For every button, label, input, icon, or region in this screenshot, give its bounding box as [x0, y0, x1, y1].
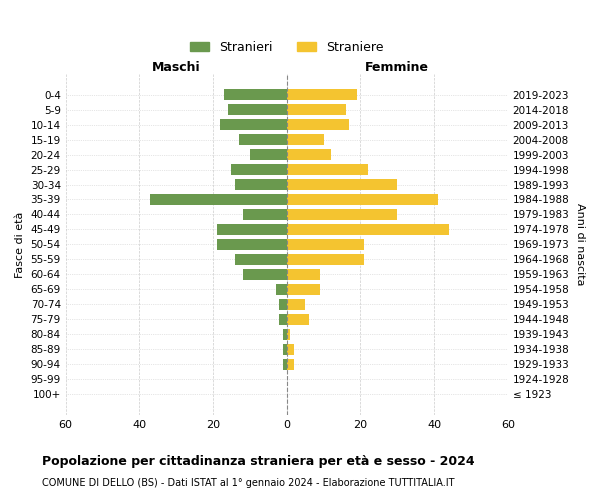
Bar: [287, 284, 320, 294]
Bar: [280, 314, 287, 324]
Bar: [217, 239, 287, 250]
Bar: [287, 239, 364, 250]
Bar: [287, 90, 357, 100]
Bar: [228, 104, 287, 115]
Bar: [235, 254, 287, 264]
Bar: [235, 180, 287, 190]
Bar: [287, 329, 290, 340]
Text: Maschi: Maschi: [152, 61, 200, 74]
Bar: [287, 224, 449, 234]
Bar: [283, 329, 287, 340]
Y-axis label: Fasce di età: Fasce di età: [15, 212, 25, 278]
Bar: [287, 180, 397, 190]
Bar: [287, 359, 294, 370]
Bar: [250, 150, 287, 160]
Bar: [287, 194, 438, 204]
Y-axis label: Anni di nascita: Anni di nascita: [575, 203, 585, 285]
Bar: [287, 120, 349, 130]
Bar: [232, 164, 287, 175]
Bar: [287, 314, 309, 324]
Bar: [275, 284, 287, 294]
Bar: [242, 209, 287, 220]
Text: Popolazione per cittadinanza straniera per età e sesso - 2024: Popolazione per cittadinanza straniera p…: [42, 455, 475, 468]
Bar: [287, 299, 305, 310]
Bar: [287, 254, 364, 264]
Text: COMUNE DI DELLO (BS) - Dati ISTAT al 1° gennaio 2024 - Elaborazione TUTTITALIA.I: COMUNE DI DELLO (BS) - Dati ISTAT al 1° …: [42, 478, 455, 488]
Bar: [287, 164, 368, 175]
Bar: [287, 269, 320, 280]
Bar: [280, 299, 287, 310]
Legend: Stranieri, Straniere: Stranieri, Straniere: [185, 36, 389, 59]
Bar: [287, 134, 323, 145]
Bar: [283, 344, 287, 354]
Bar: [287, 104, 346, 115]
Bar: [217, 224, 287, 234]
Bar: [287, 344, 294, 354]
Bar: [239, 134, 287, 145]
Bar: [287, 150, 331, 160]
Bar: [220, 120, 287, 130]
Bar: [287, 209, 397, 220]
Bar: [224, 90, 287, 100]
Bar: [242, 269, 287, 280]
Bar: [151, 194, 287, 204]
Text: Femmine: Femmine: [365, 61, 429, 74]
Bar: [283, 359, 287, 370]
